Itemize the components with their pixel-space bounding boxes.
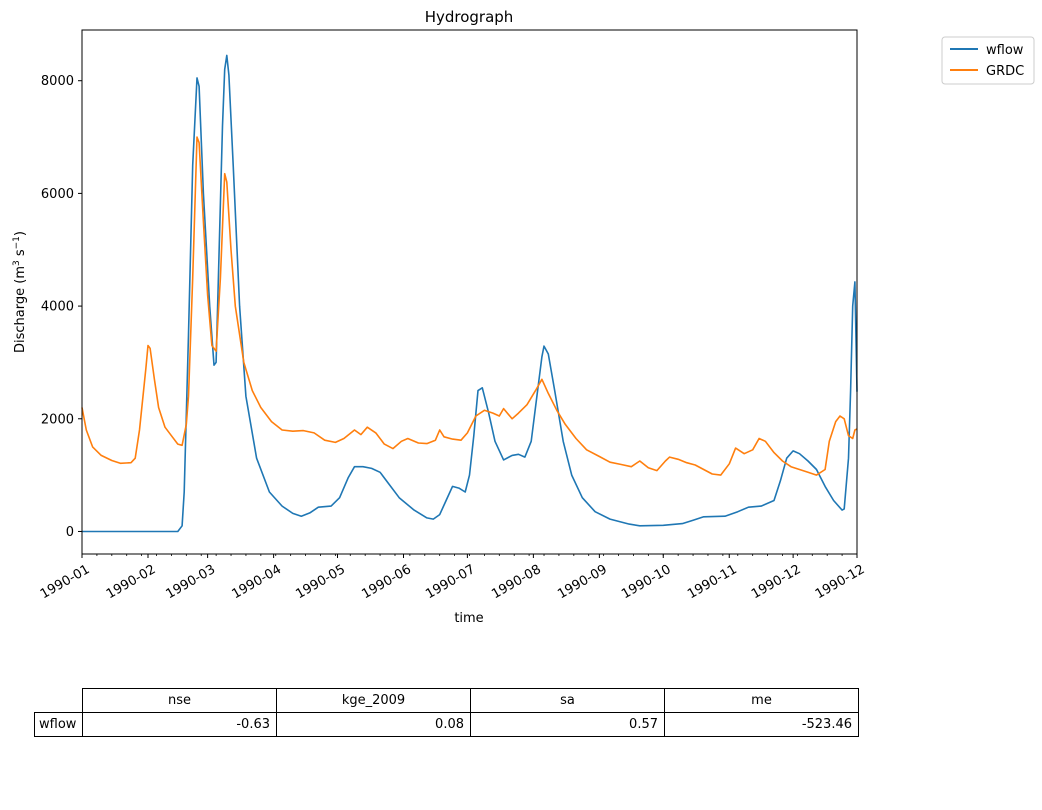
metrics-row-label: wflow: [34, 712, 83, 737]
y-label-mid: s: [13, 249, 28, 260]
metrics-value-kge: 0.08: [276, 712, 471, 737]
legend-label-wflow: wflow: [986, 43, 1024, 58]
metrics-value-sa: 0.57: [470, 712, 665, 737]
x-tick-label-9: 1990-10: [619, 562, 674, 602]
y-tick-label-4000: 4000: [41, 300, 74, 315]
metrics-header-me: me: [664, 688, 859, 713]
x-tick-label-3: 1990-04: [229, 562, 284, 602]
y-label-sup1: 3: [12, 260, 22, 266]
x-tick-label-6: 1990-07: [423, 562, 478, 602]
plot-lines: [81, 54, 858, 533]
legend-label-grdc: GRDC: [986, 64, 1024, 79]
y-tick-label-8000: 8000: [41, 74, 74, 89]
legend: wflow GRDC: [941, 36, 1035, 85]
chart-title: Hydrograph: [425, 8, 514, 26]
series-line-grdc: [81, 136, 858, 476]
y-tick-label-2000: 2000: [41, 412, 74, 427]
x-tick-label-0: 1990-01: [38, 562, 93, 602]
metrics-header-sa: sa: [470, 688, 665, 713]
x-tick-label-2: 1990-03: [163, 562, 218, 602]
metrics-table: nse kge_2009 sa me wflow -0.63 0.08 0.57…: [34, 688, 859, 737]
x-tick-label-12: 1990-12: [813, 562, 868, 602]
x-tick-label-11: 1990-12: [749, 562, 804, 602]
x-axis-label: time: [454, 611, 483, 626]
metrics-header-nse: nse: [82, 688, 277, 713]
x-tick-label-8: 1990-09: [555, 562, 610, 602]
metrics-value-nse: -0.63: [82, 712, 277, 737]
y-axis-label: Discharge (m3 s−1): [12, 231, 28, 353]
metrics-row-wflow: wflow -0.63 0.08 0.57 -523.46: [34, 712, 859, 737]
x-tick-label-10: 1990-11: [685, 562, 740, 602]
y-axis: 0 2000 4000 6000 8000: [41, 74, 82, 540]
metrics-corner: [35, 689, 83, 713]
x-tick-label-1: 1990-02: [104, 562, 159, 602]
series-line-wflow: [82, 54, 858, 533]
y-label-post: ): [13, 231, 28, 236]
y-label-pre: Discharge (m: [13, 266, 28, 353]
metrics-header-row: nse kge_2009 sa me: [35, 688, 859, 713]
x-tick-label-5: 1990-06: [359, 562, 414, 602]
y-label-sup2: −1: [12, 236, 22, 249]
metrics-header-kge: kge_2009: [276, 688, 471, 713]
x-axis: 1990-01 1990-02 1990-03 1990-04 1990-05 1990-…: [38, 554, 868, 602]
y-tick-label-0: 0: [66, 525, 74, 540]
metrics-value-me: -523.46: [664, 712, 859, 737]
x-tick-label-4: 1990-05: [293, 562, 348, 602]
x-tick-label-7: 1990-08: [489, 562, 544, 602]
y-tick-label-6000: 6000: [41, 187, 74, 202]
